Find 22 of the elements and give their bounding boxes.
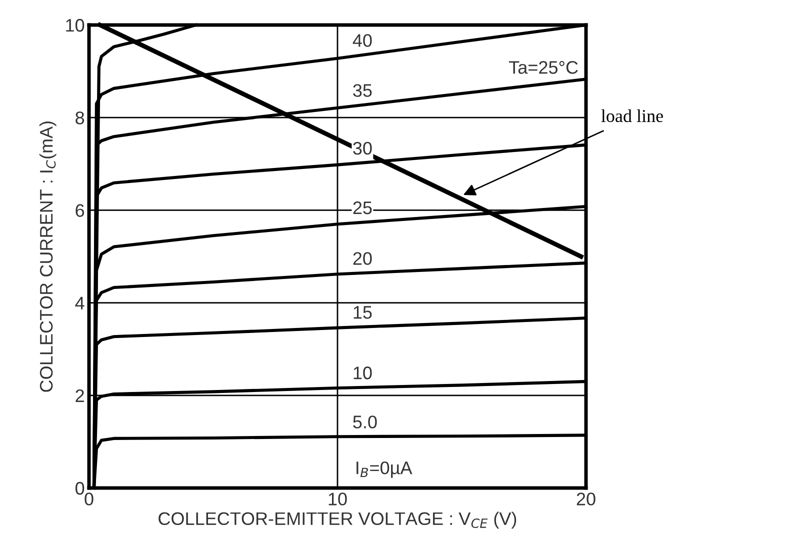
series-label: 20 xyxy=(353,252,372,265)
x-axis-title: COLLECTOR-EMITTER VOLTAGE : V$_{CE}$ (V) xyxy=(158,512,516,529)
x-tick-label: 20 xyxy=(576,492,596,506)
annotation: load line xyxy=(601,109,663,122)
y-tick-label: 0 xyxy=(76,482,84,495)
series-label: 40 xyxy=(352,34,372,47)
series-label: 25 xyxy=(353,201,372,214)
x-tick-label: 10 xyxy=(328,492,347,506)
y-tick-label: 10 xyxy=(66,18,84,32)
annotation: Ta=25°C xyxy=(509,61,578,74)
x-tick-label: 0 xyxy=(84,492,94,506)
series-label: 15 xyxy=(354,306,372,319)
y-tick-label: 8 xyxy=(76,112,84,124)
annotation: I$_{B}$=0µA xyxy=(356,461,412,478)
y-tick-label: 4 xyxy=(75,296,84,310)
series-label: 10 xyxy=(354,366,372,380)
series-label: 5.0 xyxy=(353,416,377,428)
series-label: 35 xyxy=(353,84,372,97)
series-label: 30 xyxy=(353,142,372,155)
y-tick-label: 6 xyxy=(76,204,84,217)
y-tick-label: 2 xyxy=(76,389,84,402)
y-axis-title: COLLECTOR CURRENT : I$_{C}$(mA) xyxy=(39,122,56,392)
